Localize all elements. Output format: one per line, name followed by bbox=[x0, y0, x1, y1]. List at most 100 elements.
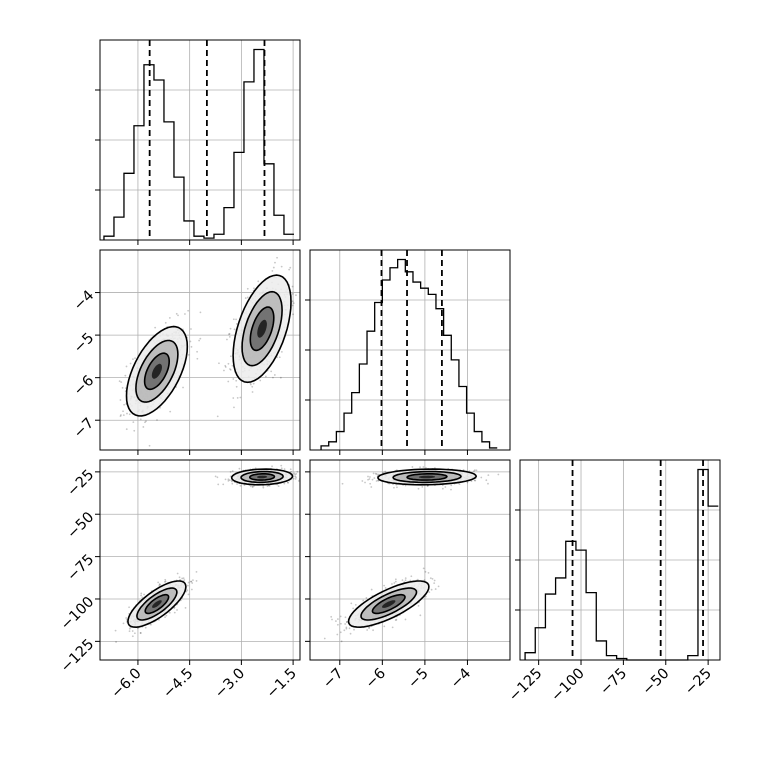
sample-point bbox=[229, 470, 232, 473]
x-tick-label: −4.5 bbox=[160, 666, 196, 702]
y-tick-label: −125 bbox=[58, 636, 97, 675]
sample-point bbox=[120, 381, 123, 384]
sample-point bbox=[231, 482, 234, 485]
y-tick-label: −50 bbox=[64, 509, 97, 542]
sample-point bbox=[145, 420, 147, 423]
sample-point bbox=[156, 419, 158, 421]
sample-point bbox=[227, 362, 230, 365]
sample-point bbox=[394, 578, 397, 581]
sample-point bbox=[217, 483, 220, 486]
sample-point bbox=[279, 376, 282, 379]
sample-point bbox=[419, 614, 422, 617]
sample-point bbox=[178, 576, 181, 579]
sample-point bbox=[352, 607, 355, 610]
sample-point bbox=[131, 635, 134, 638]
sample-point bbox=[235, 323, 238, 325]
sample-point bbox=[164, 580, 167, 583]
scatter-panel-p1-p2 bbox=[309, 459, 511, 661]
sample-point bbox=[176, 572, 179, 575]
sample-point bbox=[286, 481, 289, 484]
sample-point bbox=[184, 607, 187, 609]
sample-point bbox=[377, 473, 380, 476]
sample-point bbox=[475, 469, 478, 472]
sample-point bbox=[441, 487, 444, 490]
sample-point bbox=[339, 615, 342, 618]
sample-point bbox=[236, 397, 239, 399]
x-tick-label: −50 bbox=[640, 666, 673, 699]
sample-point bbox=[293, 472, 296, 475]
sample-point bbox=[218, 362, 220, 365]
sample-point bbox=[158, 619, 160, 621]
sample-point bbox=[252, 485, 254, 488]
sample-point bbox=[181, 577, 184, 580]
sample-point bbox=[366, 629, 369, 631]
x-tick-label: −4 bbox=[448, 666, 474, 692]
sample-point bbox=[278, 356, 281, 359]
sample-point bbox=[125, 365, 128, 368]
sample-point bbox=[434, 588, 437, 590]
sample-point bbox=[177, 314, 179, 317]
sample-point bbox=[292, 313, 294, 316]
sample-point bbox=[128, 630, 131, 633]
sample-point bbox=[426, 485, 429, 487]
sample-point bbox=[187, 584, 189, 587]
sample-point bbox=[444, 486, 447, 488]
sample-point bbox=[227, 478, 230, 481]
sample-point bbox=[133, 632, 136, 635]
sample-point bbox=[120, 414, 122, 416]
sample-point bbox=[473, 479, 476, 482]
x-tick-label: −5 bbox=[405, 666, 431, 692]
sample-point bbox=[168, 611, 171, 614]
sample-point bbox=[192, 579, 194, 581]
sample-point bbox=[396, 486, 398, 489]
sample-point bbox=[186, 589, 189, 592]
sample-point bbox=[196, 350, 198, 353]
histogram-steps bbox=[320, 258, 498, 450]
sample-point bbox=[244, 297, 247, 299]
sample-point bbox=[196, 357, 199, 360]
sample-point bbox=[115, 641, 117, 643]
sample-point bbox=[377, 479, 380, 482]
sample-point bbox=[128, 413, 131, 416]
sample-point bbox=[190, 588, 193, 591]
sample-point bbox=[232, 397, 235, 399]
sample-point bbox=[132, 421, 135, 424]
sample-point bbox=[142, 426, 145, 428]
axes-frame bbox=[99, 249, 301, 451]
sample-point bbox=[259, 379, 262, 382]
sample-point bbox=[427, 571, 430, 574]
sample-point bbox=[410, 575, 413, 578]
sample-point bbox=[251, 486, 254, 488]
sample-point bbox=[232, 318, 235, 321]
y-tick-label: −100 bbox=[58, 594, 97, 633]
sample-point bbox=[473, 470, 475, 473]
sample-point bbox=[189, 340, 192, 343]
sample-point bbox=[391, 583, 393, 585]
sample-point bbox=[423, 579, 426, 582]
y-tick-label: −7 bbox=[71, 415, 97, 441]
sample-point bbox=[249, 382, 252, 385]
sample-point bbox=[339, 631, 342, 634]
sample-point bbox=[345, 621, 348, 623]
sample-point bbox=[404, 484, 407, 487]
sample-point bbox=[184, 313, 186, 315]
sample-point bbox=[195, 580, 198, 582]
sample-point bbox=[422, 567, 425, 570]
sample-point bbox=[289, 468, 292, 471]
sample-point bbox=[383, 584, 386, 587]
sample-point bbox=[216, 476, 219, 479]
axes-frame bbox=[99, 459, 301, 661]
sample-point bbox=[280, 464, 283, 467]
sample-point bbox=[384, 470, 387, 473]
sample-point bbox=[289, 266, 292, 269]
sample-point bbox=[125, 617, 128, 619]
sample-point bbox=[474, 479, 477, 482]
sample-point bbox=[271, 465, 273, 468]
sample-point bbox=[393, 486, 395, 489]
y-tick-label: −75 bbox=[64, 552, 97, 585]
sample-point bbox=[353, 628, 355, 631]
sample-point bbox=[168, 317, 171, 319]
sample-point bbox=[382, 471, 385, 474]
sample-point bbox=[195, 570, 198, 573]
sample-point bbox=[336, 623, 339, 626]
